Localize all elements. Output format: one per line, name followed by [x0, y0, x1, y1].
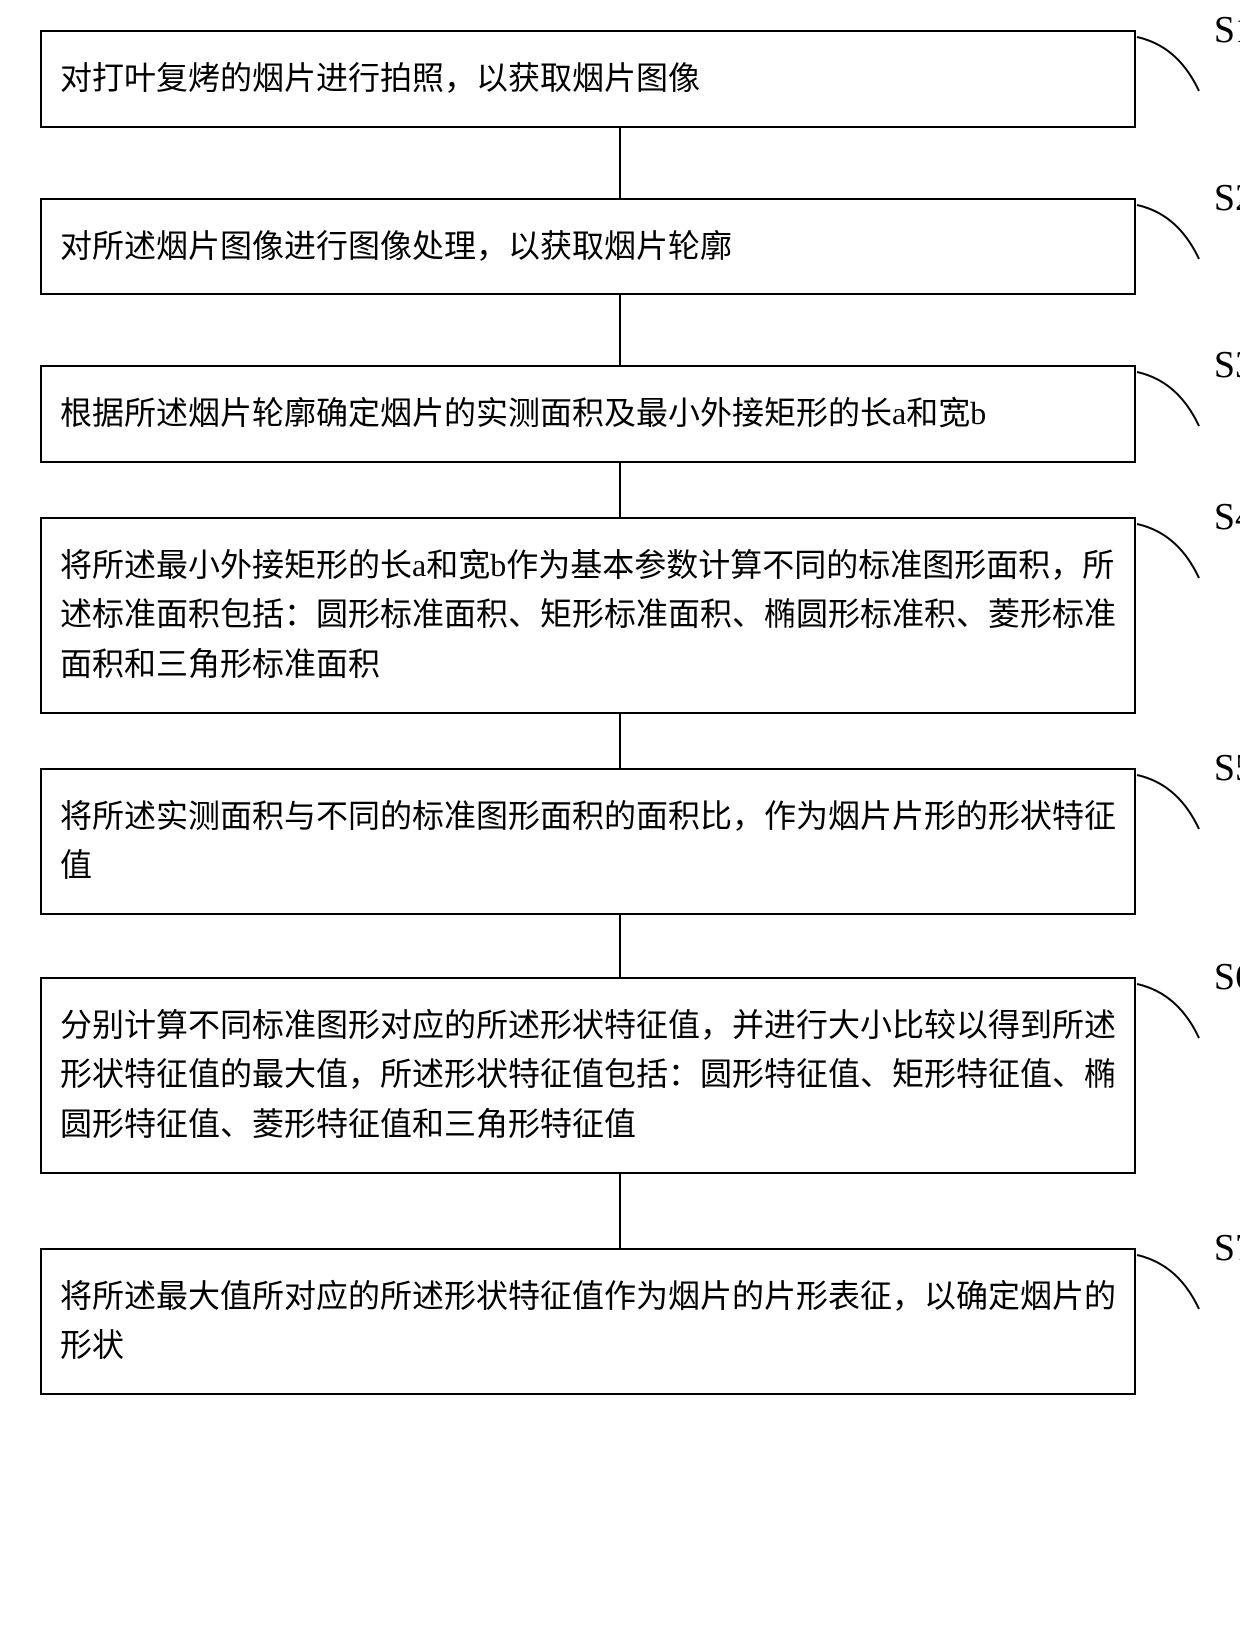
step-label: S6 — [1214, 955, 1240, 999]
step-label: S3 — [1214, 343, 1240, 387]
step-text: 将所述最大值所对应的所述形状特征值作为烟片的片形表征，以确定烟片的形状 — [60, 1278, 1116, 1364]
step-box: 将所述实测面积与不同的标准图形面积的面积比，作为烟片片形的形状特征值 — [40, 768, 1136, 915]
flow-connector — [619, 714, 621, 768]
flow-step: 将所述最大值所对应的所述形状特征值作为烟片的片形表征，以确定烟片的形状 S7 — [40, 1248, 1200, 1395]
step-text: 对打叶复烤的烟片进行拍照，以获取烟片图像 — [60, 60, 700, 96]
flow-step: 将所述最小外接矩形的长a和宽b作为基本参数计算不同的标准图形面积，所述标准面积包… — [40, 517, 1200, 714]
flowchart-container: 对打叶复烤的烟片进行拍照，以获取烟片图像 S1 对所述烟片图像进行图像处理，以获… — [40, 30, 1200, 1395]
flow-connector — [619, 128, 621, 198]
flow-step: 对所述烟片图像进行图像处理，以获取烟片轮廓 S2 — [40, 198, 1200, 296]
flow-connector — [619, 1174, 621, 1248]
step-label: S7 — [1214, 1226, 1240, 1270]
callout-tick-icon — [1136, 983, 1200, 1039]
flow-step: 将所述实测面积与不同的标准图形面积的面积比，作为烟片片形的形状特征值 S5 — [40, 768, 1200, 915]
step-box: 将所述最大值所对应的所述形状特征值作为烟片的片形表征，以确定烟片的形状 — [40, 1248, 1136, 1395]
callout-tick-icon — [1136, 774, 1200, 830]
step-label: S2 — [1214, 176, 1240, 220]
step-label: S1 — [1214, 8, 1240, 52]
step-text: 分别计算不同标准图形对应的所述形状特征值，并进行大小比较以得到所述形状特征值的最… — [60, 1007, 1116, 1142]
flow-connector — [619, 295, 621, 365]
step-box: 将所述最小外接矩形的长a和宽b作为基本参数计算不同的标准图形面积，所述标准面积包… — [40, 517, 1136, 714]
step-box: 对所述烟片图像进行图像处理，以获取烟片轮廓 — [40, 198, 1136, 296]
callout-tick-icon — [1136, 1254, 1200, 1310]
callout-tick-icon — [1136, 523, 1200, 579]
step-text: 将所述实测面积与不同的标准图形面积的面积比，作为烟片片形的形状特征值 — [60, 798, 1116, 884]
flow-connector — [619, 915, 621, 977]
step-label: S4 — [1214, 495, 1240, 539]
callout-tick-icon — [1136, 204, 1200, 260]
flow-step: 对打叶复烤的烟片进行拍照，以获取烟片图像 S1 — [40, 30, 1200, 128]
step-box: 分别计算不同标准图形对应的所述形状特征值，并进行大小比较以得到所述形状特征值的最… — [40, 977, 1136, 1174]
step-label: S5 — [1214, 746, 1240, 790]
step-text: 根据所述烟片轮廓确定烟片的实测面积及最小外接矩形的长a和宽b — [60, 395, 986, 431]
step-box: 对打叶复烤的烟片进行拍照，以获取烟片图像 — [40, 30, 1136, 128]
callout-tick-icon — [1136, 371, 1200, 427]
callout-tick-icon — [1136, 36, 1200, 92]
step-box: 根据所述烟片轮廓确定烟片的实测面积及最小外接矩形的长a和宽b — [40, 365, 1136, 463]
step-text: 将所述最小外接矩形的长a和宽b作为基本参数计算不同的标准图形面积，所述标准面积包… — [60, 547, 1116, 682]
flow-connector — [619, 463, 621, 517]
flow-step: 分别计算不同标准图形对应的所述形状特征值，并进行大小比较以得到所述形状特征值的最… — [40, 977, 1200, 1174]
step-text: 对所述烟片图像进行图像处理，以获取烟片轮廓 — [60, 228, 732, 264]
flow-step: 根据所述烟片轮廓确定烟片的实测面积及最小外接矩形的长a和宽b S3 — [40, 365, 1200, 463]
